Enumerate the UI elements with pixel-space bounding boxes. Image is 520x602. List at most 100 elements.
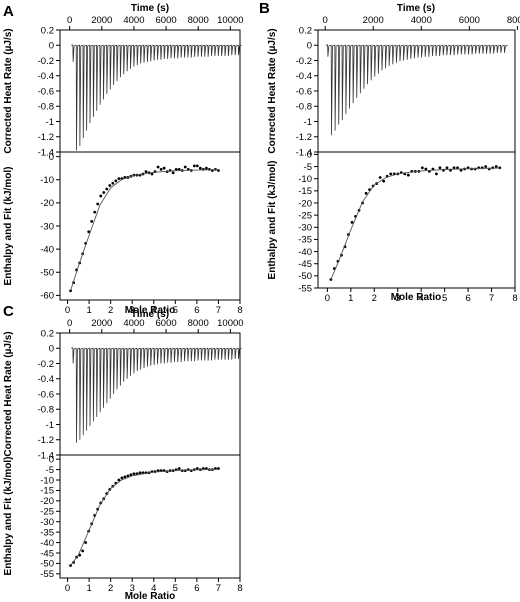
data-point	[93, 210, 97, 214]
y-tick-label: -30	[40, 517, 54, 528]
data-point	[129, 473, 133, 477]
x-tick-label: 6000	[459, 15, 480, 26]
x-tick-label: 6	[194, 583, 199, 594]
x-tick-label: 8000	[188, 15, 209, 26]
x-tick-label: 6000	[156, 15, 177, 26]
x-tick-label: 4	[151, 305, 156, 316]
x-tick-label: 6	[465, 293, 470, 304]
data-point	[156, 165, 160, 169]
x-tick-label: 4000	[411, 15, 432, 26]
y-tick-label: -0.8	[296, 102, 312, 113]
y-tick-label: -30	[298, 223, 312, 234]
y-tick-label: 0.2	[41, 328, 54, 339]
y-tick-label: -50	[298, 271, 312, 282]
data-point	[111, 181, 115, 185]
enthalpy-axis-title: Enthalpy and Fit (kJ/mol)	[3, 167, 14, 286]
y-tick-label: 0.2	[41, 25, 54, 36]
heat-rate-trace	[325, 44, 508, 136]
fit-curve	[70, 468, 219, 566]
data-point	[162, 166, 166, 170]
x-tick-label: 2000	[363, 15, 384, 26]
x-tick-label: 2000	[91, 15, 112, 26]
y-tick-label: -0.6	[38, 389, 54, 400]
binding-isotherm-plot: 0-5-10-15-20-25-30-35-40-45-50-550 1 2 3 4 5 6…	[40, 454, 242, 594]
y-tick-label: -30	[40, 221, 54, 232]
heat-rate-axis-title: Corrected Heat Rate (µJ/s)	[3, 28, 14, 153]
fit-curve	[70, 169, 219, 291]
y-tick-label: -1	[304, 117, 312, 128]
x-tick-label: 5	[173, 305, 178, 316]
data-point	[81, 549, 85, 553]
data-point	[364, 191, 368, 195]
x-tick-label: 8000	[507, 15, 520, 26]
x-tick-label: 4000	[123, 318, 144, 329]
data-point	[84, 541, 88, 544]
x-tick-label: 0	[65, 305, 70, 316]
y-tick-label: -1.2	[38, 435, 54, 446]
x-tick-label: 3	[395, 293, 400, 304]
y-tick-label: -40	[40, 244, 54, 255]
y-tick-label: -5	[46, 465, 54, 476]
y-tick-label: -1.4	[296, 147, 312, 158]
y-tick-label: -0.2	[38, 359, 54, 370]
data-point	[177, 167, 181, 171]
x-tick-label: 3	[130, 305, 135, 316]
enthalpy-axis-title: Enthalpy and Fit (kJ/mol)	[267, 161, 278, 280]
y-tick-label: 0	[49, 454, 54, 465]
y-tick-label: 0.2	[299, 25, 312, 36]
heat-rate-trace	[71, 44, 242, 151]
data-point	[435, 172, 438, 176]
data-point	[378, 176, 382, 179]
y-tick-label: -25	[40, 507, 54, 518]
heat-rate-trace	[71, 347, 242, 443]
y-tick-label: -1.4	[38, 147, 54, 158]
data-point	[132, 472, 136, 476]
x-tick-label: 7	[216, 583, 221, 594]
x-tick-label: 8	[512, 293, 517, 304]
data-point	[420, 166, 424, 170]
data-point	[90, 219, 94, 223]
x-tick-label: 1	[348, 293, 353, 304]
x-tick-label: 2	[108, 583, 113, 594]
x-tick-label: 5	[173, 583, 178, 594]
data-point	[114, 179, 118, 183]
y-tick-label: -25	[298, 210, 312, 221]
y-tick-label: -35	[298, 235, 312, 246]
y-tick-label: 0	[307, 150, 312, 161]
data-point	[177, 467, 181, 470]
y-tick-label: -5	[304, 162, 312, 173]
y-tick-label: -0.6	[38, 86, 54, 97]
y-tick-label: -45	[298, 259, 312, 270]
data-point	[445, 166, 449, 170]
data-point	[105, 187, 109, 191]
data-point	[406, 173, 410, 177]
y-tick-label: -0.2	[296, 56, 312, 67]
y-tick-label: -60	[40, 291, 54, 302]
mole-ratio-axis-title: Mole Ratio	[125, 591, 176, 602]
data-point	[174, 167, 178, 171]
data-point	[102, 191, 106, 194]
enthalpy-axis-title: Enthalpy and Fit (kJ/mol)	[3, 457, 14, 576]
data-point	[150, 172, 154, 176]
y-tick-label: -0.8	[38, 102, 54, 113]
data-point	[382, 179, 386, 183]
data-point	[138, 471, 142, 475]
data-point	[99, 194, 103, 198]
y-tick-label: 0	[49, 344, 54, 355]
thermogram-plot: 0.2 0 -0.2 -0.4 -0.6 -0.8 -1 -1.2 -1.4 0 2000 4000 6…	[38, 15, 244, 158]
x-tick-label: 7	[216, 305, 221, 316]
x-tick-label: 5	[442, 293, 447, 304]
y-tick-label: -0.4	[296, 71, 312, 82]
panel-c: C Time (s) Mole Ratio Corrected Heat Rat…	[3, 303, 244, 602]
data-point	[424, 167, 428, 171]
y-tick-label: -50	[40, 559, 54, 570]
data-point	[192, 164, 196, 168]
data-point	[195, 164, 199, 168]
x-tick-label: 0	[67, 15, 72, 26]
x-tick-label: 8	[237, 305, 242, 316]
x-tick-label: 2	[108, 305, 113, 316]
data-point	[452, 166, 456, 170]
data-point	[494, 165, 498, 168]
y-tick-label: -40	[40, 538, 54, 549]
